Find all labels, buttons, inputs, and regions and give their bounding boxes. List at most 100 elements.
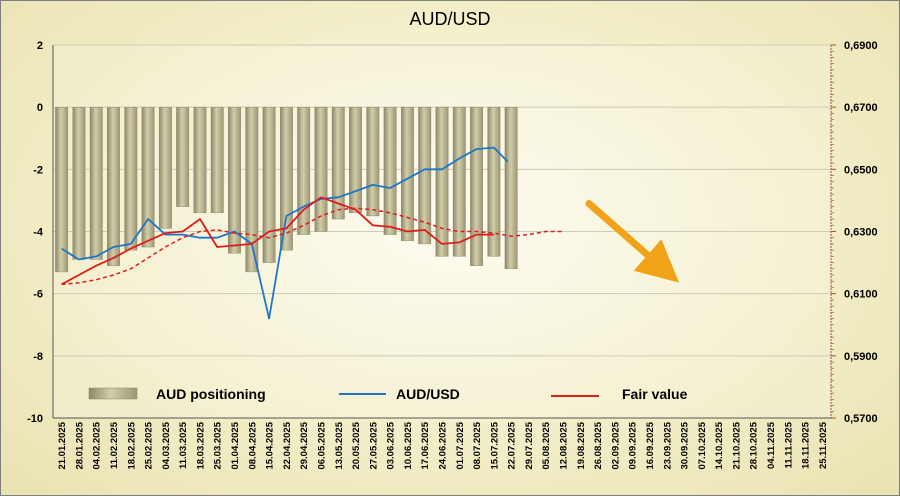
positioning-bars (55, 106, 518, 273)
y-right-tick-label: 0,6300 (844, 227, 878, 239)
x-tick-label: 04.11.2025 (766, 421, 777, 469)
y-right-tick-label: 0,6700 (844, 102, 878, 114)
x-tick-label: 29.07.2025 (524, 421, 535, 469)
x-tick-label: 28.01.2025 (74, 421, 85, 469)
legend-swatch-positioning (88, 387, 138, 400)
x-tick-label: 22.07.2025 (507, 421, 518, 469)
x-tick-label: 25.11.2025 (818, 421, 829, 469)
x-tick-label: 24.06.2025 (438, 421, 449, 469)
y-left-tick-label: -4 (33, 227, 44, 239)
chart-title: AUD/USD (409, 9, 490, 29)
x-tick-label: 21.10.2025 (731, 421, 742, 469)
positioning-bar (262, 106, 276, 263)
positioning-bar (400, 106, 414, 242)
x-tick-label: 26.08.2025 (593, 421, 604, 469)
x-tick-label: 18.02.2025 (126, 421, 137, 469)
x-tick-label: 08.07.2025 (472, 421, 483, 469)
x-tick-label: 19.08.2025 (576, 421, 587, 469)
fair-value-line (61, 196, 494, 286)
x-tick-label: 16.09.2025 (645, 421, 656, 469)
x-tick-label: 17.06.2025 (420, 421, 431, 469)
y-right-tick-label: 0,6500 (844, 164, 878, 176)
y-left-tick-label: 2 (37, 40, 43, 52)
x-tick-label: 11.11.2025 (783, 421, 794, 468)
x-tick-label: 28.10.2025 (749, 421, 760, 469)
x-tick-label: 13.05.2025 (334, 421, 345, 469)
y-left-tick-label: -8 (33, 351, 43, 363)
y-right-tick-label: 0,6100 (844, 289, 878, 301)
x-tick-label: 27.05.2025 (368, 421, 379, 469)
x-tick-label: 23.09.2025 (662, 421, 673, 469)
x-tick-label: 15.07.2025 (489, 421, 500, 469)
x-tick-label: 02.09.2025 (610, 421, 621, 469)
positioning-bar (210, 106, 224, 214)
positioning-bar (72, 106, 86, 260)
positioning-bar (452, 106, 466, 257)
audusd-line (61, 146, 509, 320)
positioning-bar (141, 106, 155, 248)
x-tick-label: 15.04.2025 (265, 421, 276, 469)
x-tick-label: 25.02.2025 (144, 421, 155, 469)
x-tick-label: 21.01.2025 (57, 421, 68, 469)
legend: AUD positioning AUD/USD Fair value (88, 386, 688, 402)
x-tick-label: 18.11.2025 (801, 421, 812, 469)
positioning-bar (176, 106, 190, 207)
x-tick-label: 01.07.2025 (455, 421, 466, 469)
y-left-tick-label: -10 (27, 413, 43, 425)
positioning-bar (193, 106, 207, 214)
x-tick-label: 30.09.2025 (680, 421, 691, 469)
x-tick-label: 11.02.2025 (109, 421, 120, 469)
y-left-tick-label: -2 (33, 164, 43, 176)
x-tick-label: 25.03.2025 (213, 421, 224, 469)
positioning-bar (314, 106, 328, 232)
x-tick-label: 01.04.2025 (230, 421, 241, 469)
y-right-tick-label: 0,5700 (844, 413, 878, 425)
positioning-bar (470, 106, 484, 266)
legend-label-positioning: AUD positioning (156, 386, 266, 402)
x-tick-label: 07.10.2025 (697, 421, 708, 469)
x-tick-label: 04.02.2025 (92, 421, 103, 469)
x-tick-label: 10.06.2025 (403, 421, 414, 469)
positioning-bar (418, 106, 432, 245)
positioning-bar (245, 106, 259, 273)
positioning-bar (297, 106, 311, 235)
x-tick-label: 04.03.2025 (161, 421, 172, 469)
legend-label-fair: Fair value (622, 386, 688, 402)
positioning-bar (487, 106, 501, 257)
positioning-bar (435, 106, 449, 257)
annotation-arrow (585, 200, 680, 283)
positioning-bar (107, 106, 120, 266)
positioning-bar (158, 106, 172, 229)
positioning-bar (124, 106, 138, 251)
y-right-tick-label: 0,5900 (844, 351, 878, 363)
x-tick-label: 18.03.2025 (195, 421, 206, 469)
x-tick-label: 14.10.2025 (714, 421, 725, 469)
positioning-bar (331, 106, 345, 220)
x-tick-label: 03.06.2025 (386, 421, 397, 469)
positioning-bar (349, 106, 362, 214)
positioning-bar (89, 106, 103, 260)
x-tick-label: 12.08.2025 (559, 421, 570, 469)
x-tick-label: 29.04.2025 (299, 421, 310, 469)
x-tick-label: 08.04.2025 (247, 421, 258, 469)
arrow-annotation (585, 200, 680, 283)
x-tick-label: 06.05.2025 (316, 421, 327, 469)
x-tick-label: 11.03.2025 (178, 421, 189, 469)
x-tick-label: 22.04.2025 (282, 421, 293, 469)
x-tick-label: 09.09.2025 (628, 421, 639, 469)
fair-value-projection-line (61, 207, 563, 286)
legend-label-audusd: AUD/USD (396, 386, 460, 402)
positioning-bar (383, 106, 397, 235)
y-right-tick-label: 0,6900 (844, 40, 878, 52)
positioning-bar (228, 106, 241, 254)
positioning-bar (366, 106, 380, 217)
x-tick-label: 20.05.2025 (351, 421, 362, 469)
positioning-bar (504, 106, 518, 269)
y-left-tick-label: -6 (33, 289, 43, 301)
axes: 2 0 -2 -4 -6 -8 -10 0,6900 0,6700 0,6500 0,6300 0,6… (27, 40, 878, 470)
x-tick-label: 05.08.2025 (541, 421, 552, 469)
positioning-bar (55, 106, 69, 273)
y-left-tick-label: 0 (37, 102, 43, 114)
